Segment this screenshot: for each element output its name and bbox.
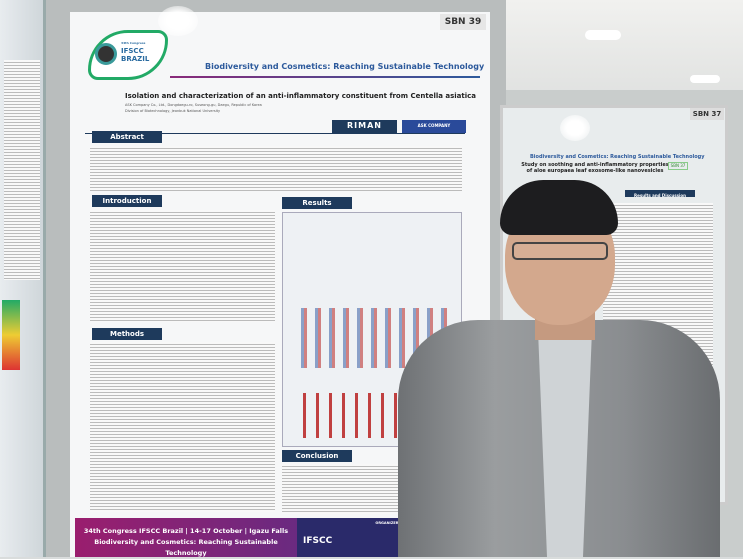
logo-name-2: BRAZIL xyxy=(121,55,150,63)
ceiling-light xyxy=(585,30,621,40)
affiliation: Division of Biotechnology, Jeonbuk Natio… xyxy=(125,109,221,113)
organizer-footer: ORGANIZERS IFSCC xyxy=(297,518,407,557)
abstract-text xyxy=(90,146,462,191)
poster-theme: Biodiversity and Cosmetics: Reaching Sus… xyxy=(205,62,485,71)
right-poster-theme: Biodiversity and Cosmetics: Reaching Sus… xyxy=(530,154,705,160)
right-board-number: SBN 37 xyxy=(690,108,724,120)
divider xyxy=(170,76,480,78)
ceiling-light xyxy=(690,75,720,83)
section-introduction: Introduction xyxy=(92,195,162,207)
left-poster-chart xyxy=(2,300,20,370)
methods-text xyxy=(90,342,275,512)
light-glare xyxy=(560,115,590,141)
right-poster-title: Study on soothing and anti-inflammatory … xyxy=(521,162,669,174)
divider xyxy=(85,133,465,134)
right-poster-tag: SBN 37 xyxy=(668,162,688,170)
section-results: Results xyxy=(282,197,352,209)
section-abstract: Abstract xyxy=(92,131,162,143)
section-conclusion: Conclusion xyxy=(282,450,352,462)
glasses xyxy=(512,242,608,260)
affiliation: ASK Company Co., Ltd., Dongdaegu-ro, Sus… xyxy=(125,103,262,107)
board-number: SBN 39 xyxy=(440,14,486,30)
poster-footer: 34th Congress IFSCC Brazil | 14-17 Octob… xyxy=(75,518,297,557)
sponsor-ask: ASK COMPANY xyxy=(402,120,466,133)
light-glare xyxy=(158,6,198,36)
logo-name: IFSCC xyxy=(121,47,144,55)
toucan-icon xyxy=(95,43,117,65)
sponsor-riman: RIMAN xyxy=(332,120,397,133)
introduction-text xyxy=(90,210,275,322)
footer-line: Biodiversity and Cosmetics: Reaching Sus… xyxy=(94,538,278,557)
person-shirt xyxy=(538,330,592,557)
organizer-logo: IFSCC xyxy=(303,536,333,546)
footer-line: 34th Congress IFSCC Brazil | 14-17 Octob… xyxy=(83,527,289,535)
section-methods: Methods xyxy=(92,328,162,340)
poster-title: Isolation and characterization of an ant… xyxy=(125,92,477,100)
person-hair xyxy=(500,180,618,235)
conclusion-text xyxy=(282,464,412,514)
organizers-label: ORGANIZERS xyxy=(375,521,401,525)
right-poster-section: Results and Discussion xyxy=(625,190,695,198)
left-poster xyxy=(0,0,46,557)
logo-congress: 34th Congress xyxy=(121,41,146,45)
